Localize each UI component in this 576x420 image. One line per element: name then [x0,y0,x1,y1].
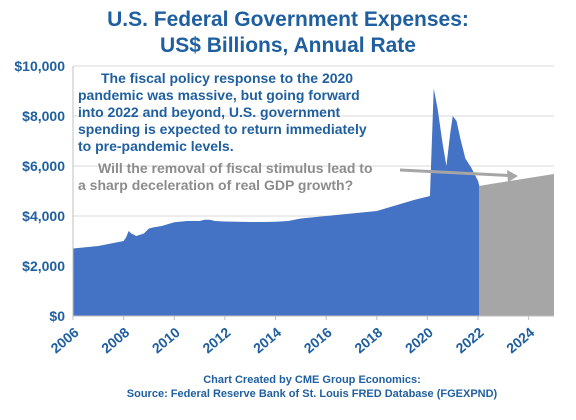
x-tick-label-1: 2008 [98,324,132,356]
annotation-blue-line-0: The fiscal policy response to the 2020 [101,70,353,86]
annotation-blue-line-4: to pre-pandemic levels. [78,138,234,154]
x-tick-label-0: 2006 [47,324,81,356]
y-tick-label-3: $6,000 [22,158,65,174]
x-tick-label-9: 2024 [503,324,537,356]
chart-subtitle: US$ Billions, Annual Rate [160,34,416,57]
x-tick-label-6: 2018 [351,324,385,356]
footer-line-0: Chart Created by CME Group Economics: [203,374,421,386]
annotation-blue-line-2: into 2022 and beyond, U.S. government [78,104,340,120]
x-tick-label-4: 2014 [250,324,284,356]
series-area-1 [479,174,554,316]
annotation-blue-line-3: spending is expected to return immediate… [78,121,367,137]
y-tick-label-2: $4,000 [22,208,65,224]
x-tick-label-3: 2012 [199,324,233,356]
annotation-blue-line-1: pandemic was massive, but going forward [78,87,360,103]
axes [72,66,554,317]
footer: Chart Created by CME Group Economics: Sou… [127,374,498,400]
x-tick-label-5: 2016 [301,324,335,356]
x-tick-label-2: 2010 [149,324,183,356]
y-tick-label-5: $10,000 [14,58,65,74]
footer-line-1: Source: Federal Reserve Bank of St. Loui… [127,388,498,400]
y-tick-label-1: $2,000 [22,258,65,274]
y-tick-label-0: $0 [49,308,65,324]
annotation-gray-line-1: a sharp deceleration of real GDP growth? [78,177,353,193]
y-tick-label-4: $8,000 [22,108,65,124]
y-axis-ticks: $0 $2,000 $4,000 $6,000 $8,000 $10,000 [14,58,65,324]
x-axis-ticks: 2006 2008 2010 2012 2014 2016 2018 2020 2022 2024 [47,316,537,356]
series-areas [73,88,554,316]
arrow-line [399,168,511,178]
annotations: The fiscal policy response to the 2020pa… [78,70,518,193]
annotation-gray-line-0: Will the removal of fiscal stimulus lead… [98,160,373,176]
arrow-head [507,170,518,182]
x-tick-label-7: 2020 [402,324,436,356]
x-tick-label-8: 2022 [453,324,487,356]
series-area-0 [73,88,480,316]
chart-title: U.S. Federal Government Expenses: [107,8,469,31]
